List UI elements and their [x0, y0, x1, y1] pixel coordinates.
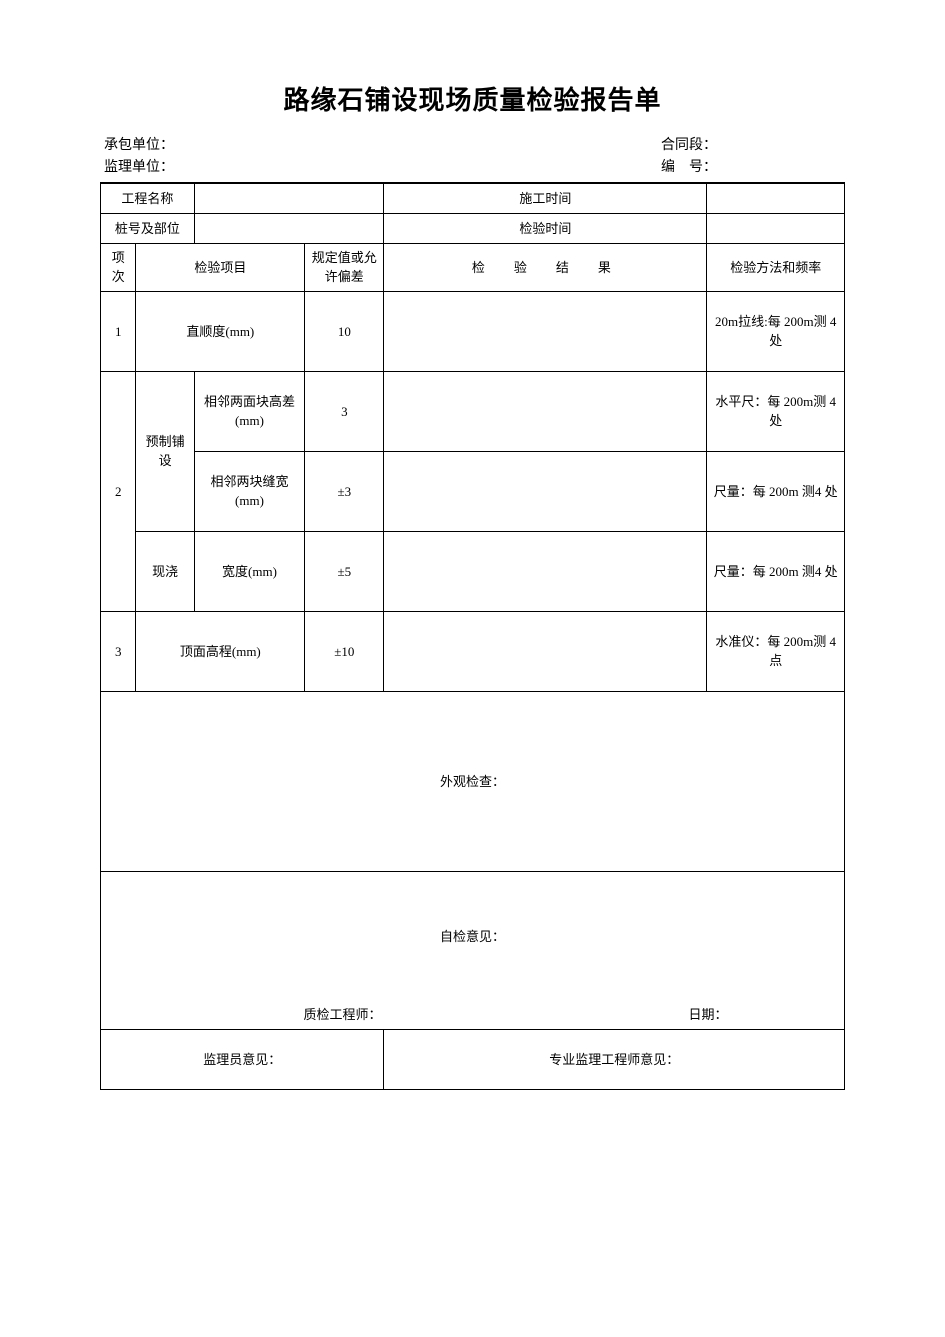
spec-1: 10 — [305, 291, 384, 371]
inspect-time-value[interactable] — [707, 213, 845, 243]
item-3: 顶面高程(mm) — [136, 611, 305, 691]
result-3[interactable] — [384, 611, 707, 691]
result-2a[interactable] — [384, 371, 707, 451]
page-title: 路缘石铺设现场质量检验报告单 — [100, 80, 845, 117]
item-2c: 宽度(mm) — [194, 531, 304, 611]
method-2a: 水平尺：每 200m测 4 处 — [707, 371, 845, 451]
self-opinion-row: 自检意见： — [101, 871, 845, 1001]
document-page: 路缘石铺设现场质量检验报告单 承包单位： 合同段： 监理单位： 编 号： 工程名… — [0, 0, 945, 1337]
method-1: 20m拉线:每 200m测 4 处 — [707, 291, 845, 371]
col-item: 检验项目 — [136, 243, 305, 291]
col-spec: 规定值或允许偏差 — [305, 243, 384, 291]
project-name-value[interactable] — [194, 183, 384, 213]
seq-3: 3 — [101, 611, 136, 691]
project-name-label: 工程名称 — [101, 183, 195, 213]
method-3: 水准仪：每 200m测 4 点 — [707, 611, 845, 691]
cat-2a: 预制铺设 — [136, 371, 194, 531]
result-1[interactable] — [384, 291, 707, 371]
col-seq: 项次 — [101, 243, 136, 291]
construction-time-label: 施工时间 — [384, 183, 707, 213]
result-2c[interactable] — [384, 531, 707, 611]
inspect-time-label: 检验时间 — [384, 213, 707, 243]
seq-2: 2 — [101, 371, 136, 611]
table-row: 现浇 宽度(mm) ±5 尺量：每 200m 测4 处 — [101, 531, 845, 611]
col-method: 检验方法和频率 — [707, 243, 845, 291]
table-row: 2 预制铺设 相邻两面块高差(mm) 3 水平尺：每 200m测 4 处 — [101, 371, 845, 451]
method-2c: 尺量：每 200m 测4 处 — [707, 531, 845, 611]
spec-2b: ±3 — [305, 451, 384, 531]
table-row: 3 顶面高程(mm) ±10 水准仪：每 200m测 4 点 — [101, 611, 845, 691]
spec-2a: 3 — [305, 371, 384, 451]
item-2b: 相邻两块缝宽(mm) — [194, 451, 304, 531]
construction-time-value[interactable] — [707, 183, 845, 213]
spec-3: ±10 — [305, 611, 384, 691]
appearance-row: 外观检查： — [101, 691, 845, 871]
self-opinion-label: 自检意见： — [440, 929, 505, 944]
supervisor-label: 监理单位： — [104, 157, 661, 179]
col-result: 检 验 结 果 — [384, 243, 707, 291]
method-2b: 尺量：每 200m 测4 处 — [707, 451, 845, 531]
contract-seg-label: 合同段： — [661, 135, 841, 157]
serial-label: 编 号： — [661, 157, 841, 179]
table-header-row: 项次 检验项目 规定值或允许偏差 检 验 结 果 检验方法和频率 — [101, 243, 845, 291]
info-row-project: 工程名称 施工时间 — [101, 183, 845, 213]
result-2b[interactable] — [384, 451, 707, 531]
qc-date-row: 质检工程师： 日期： — [101, 1001, 845, 1029]
contractor-label: 承包单位： — [104, 135, 661, 157]
seq-1: 1 — [101, 291, 136, 371]
appearance-label: 外观检查： — [440, 774, 505, 789]
cat-2c: 现浇 — [136, 531, 194, 611]
info-row-station: 桩号及部位 检验时间 — [101, 213, 845, 243]
supervisor-row: 监理员意见： 专业监理工程师意见： — [101, 1029, 845, 1089]
meta-row-1: 承包单位： 合同段： — [100, 135, 845, 157]
spec-2c: ±5 — [305, 531, 384, 611]
meta-row-2: 监理单位： 编 号： — [100, 157, 845, 182]
qc-engineer-label: 质检工程师： — [107, 1005, 578, 1025]
item-2a: 相邻两面块高差(mm) — [194, 371, 304, 451]
table-row: 1 直顺度(mm) 10 20m拉线:每 200m测 4 处 — [101, 291, 845, 371]
supervisor-opinion-label: 监理员意见： — [203, 1052, 281, 1067]
pro-supervisor-opinion-label: 专业监理工程师意见： — [549, 1052, 679, 1067]
station-value[interactable] — [194, 213, 384, 243]
date-label: 日期： — [578, 1005, 838, 1025]
table-row: 相邻两块缝宽(mm) ±3 尺量：每 200m 测4 处 — [101, 451, 845, 531]
station-label: 桩号及部位 — [101, 213, 195, 243]
item-1: 直顺度(mm) — [136, 291, 305, 371]
inspection-table: 工程名称 施工时间 桩号及部位 检验时间 项次 检验项目 规定值或允许偏差 检 … — [100, 183, 845, 1090]
